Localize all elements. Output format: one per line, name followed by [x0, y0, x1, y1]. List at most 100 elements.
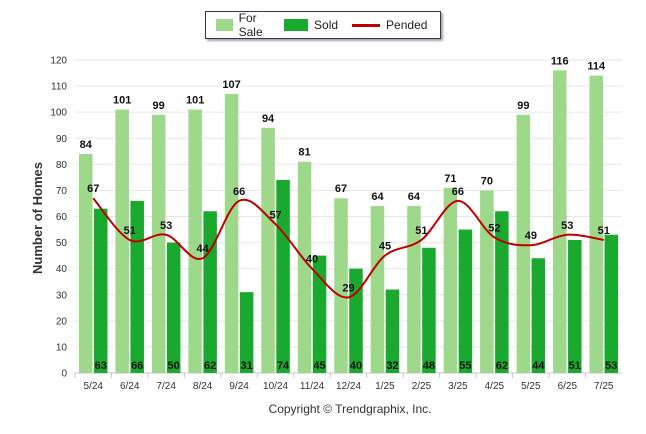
- x-tick-label: 12/24: [336, 381, 361, 392]
- pended-value-label: 53: [561, 220, 573, 232]
- pended-value-label: 29: [342, 282, 354, 294]
- for-sale-value-label: 84: [80, 139, 93, 151]
- for-sale-value-label: 70: [481, 175, 493, 187]
- sold-value-label: 55: [459, 360, 471, 372]
- sold-value-label: 48: [423, 360, 435, 372]
- pended-value-label: 51: [415, 225, 427, 237]
- for-sale-bar: [443, 187, 458, 373]
- sold-bar: [495, 211, 509, 373]
- for-sale-bar: [589, 75, 604, 374]
- for-sale-bar: [297, 161, 312, 373]
- sold-value-label: 74: [277, 360, 290, 372]
- x-tick-label: 11/24: [300, 381, 325, 392]
- sold-bar: [166, 242, 181, 373]
- for-sale-bar: [78, 153, 93, 373]
- x-tick-label: 7/25: [594, 381, 614, 392]
- x-tick-label: 8/24: [193, 381, 213, 392]
- x-tick-label: 6/24: [120, 381, 140, 392]
- for-sale-value-label: 116: [551, 55, 569, 67]
- bars: [78, 70, 619, 374]
- for-sale-value-label: 71: [444, 173, 456, 185]
- for-sale-value-label: 94: [262, 113, 275, 125]
- data-labels: 84 63 101 66 99 50 101 62 107 31 94 74 81 45 67 40 64 32 6…: [80, 55, 618, 372]
- sold-value-label: 51: [569, 360, 581, 372]
- sold-bar: [312, 255, 327, 373]
- x-tick-label: 2/25: [412, 381, 432, 392]
- legend-label-for-sale: For Sale: [238, 11, 263, 39]
- legend-label-sold: Sold: [314, 18, 339, 32]
- pended-line-swatch-icon: [352, 23, 381, 27]
- for-sale-value-label: 101: [186, 95, 204, 107]
- for-sale-value-label: 67: [335, 183, 347, 195]
- legend: For Sale Sold Pended: [205, 11, 441, 39]
- y-axis-label: Number of Homes: [30, 162, 45, 274]
- sold-value-label: 53: [605, 360, 617, 372]
- sold-value-label: 63: [95, 360, 107, 372]
- x-tick-label: 4/25: [485, 381, 505, 392]
- x-tick-label: 3/25: [448, 381, 468, 392]
- for-sale-swatch-icon: [216, 19, 233, 31]
- for-sale-bar: [151, 114, 166, 374]
- pended-value-label: 44: [197, 243, 210, 255]
- pended-value-label: 66: [233, 186, 245, 198]
- sold-value-label: 50: [168, 360, 180, 372]
- sold-value-label: 66: [131, 360, 143, 372]
- y-tick-label: 90: [56, 134, 68, 145]
- pended-value-label: 40: [306, 254, 318, 266]
- sold-value-label: 40: [350, 360, 362, 372]
- legend-item-sold[interactable]: Sold: [284, 18, 338, 32]
- for-sale-bar: [407, 206, 421, 373]
- x-tick-label: 10/24: [263, 381, 288, 392]
- sold-bar: [531, 258, 546, 373]
- sold-bar: [203, 211, 217, 373]
- x-tick-label: 9/24: [229, 381, 249, 392]
- pended-value-label: 66: [452, 186, 464, 198]
- pended-value-label: 51: [124, 225, 136, 237]
- sold-bar: [385, 289, 400, 373]
- sold-bar: [568, 239, 582, 373]
- sold-bar: [130, 200, 144, 373]
- for-sale-value-label: 64: [408, 191, 421, 203]
- sold-swatch-icon: [284, 19, 309, 31]
- x-tick-label: 5/25: [521, 381, 541, 392]
- pended-line-path: [92, 197, 604, 299]
- y-tick-label: 60: [56, 212, 68, 223]
- for-sale-bar: [480, 190, 494, 373]
- pended-value-label: 52: [488, 222, 500, 234]
- for-sale-value-label: 99: [517, 100, 529, 112]
- x-tick-label: 6/25: [558, 381, 578, 392]
- sold-bar: [422, 247, 436, 373]
- sold-bar: [604, 234, 619, 373]
- y-tick-label: 110: [51, 82, 67, 93]
- pended-value-label: 57: [269, 209, 281, 221]
- for-sale-value-label: 114: [587, 61, 606, 73]
- for-sale-value-label: 107: [222, 79, 240, 91]
- for-sale-bar: [188, 109, 202, 373]
- for-sale-value-label: 81: [298, 147, 310, 159]
- y-tick-label: 70: [56, 186, 68, 197]
- for-sale-bar: [370, 206, 385, 373]
- sold-bar: [93, 208, 108, 373]
- legend-item-for-sale[interactable]: For Sale: [216, 11, 270, 39]
- y-tick-label: 100: [50, 108, 67, 119]
- legend-item-pended[interactable]: Pended: [352, 18, 427, 32]
- x-tick-label: 1/25: [375, 381, 395, 392]
- for-sale-bar: [553, 70, 567, 373]
- y-tick-label: 40: [56, 264, 68, 275]
- y-tick-label: 80: [56, 160, 68, 171]
- x-tick-label: 7/24: [156, 381, 176, 392]
- y-tick-label: 0: [61, 369, 67, 380]
- pended-value-label: 45: [379, 241, 391, 253]
- y-tick-label: 10: [56, 342, 68, 353]
- pended-value-label: 67: [87, 183, 99, 195]
- for-sale-value-label: 101: [113, 95, 131, 107]
- y-tick-label: 30: [56, 290, 68, 301]
- sold-bar: [458, 229, 473, 373]
- for-sale-bar: [334, 198, 348, 373]
- y-tick-label: 20: [56, 316, 68, 327]
- for-sale-bar: [261, 127, 275, 373]
- for-sale-value-label: 99: [153, 100, 165, 112]
- for-sale-bar: [516, 114, 531, 374]
- axes: 0 10 20 30 40 50 60 70 80 90 100 110 120 5/24 6/24 7/24…: [50, 56, 622, 392]
